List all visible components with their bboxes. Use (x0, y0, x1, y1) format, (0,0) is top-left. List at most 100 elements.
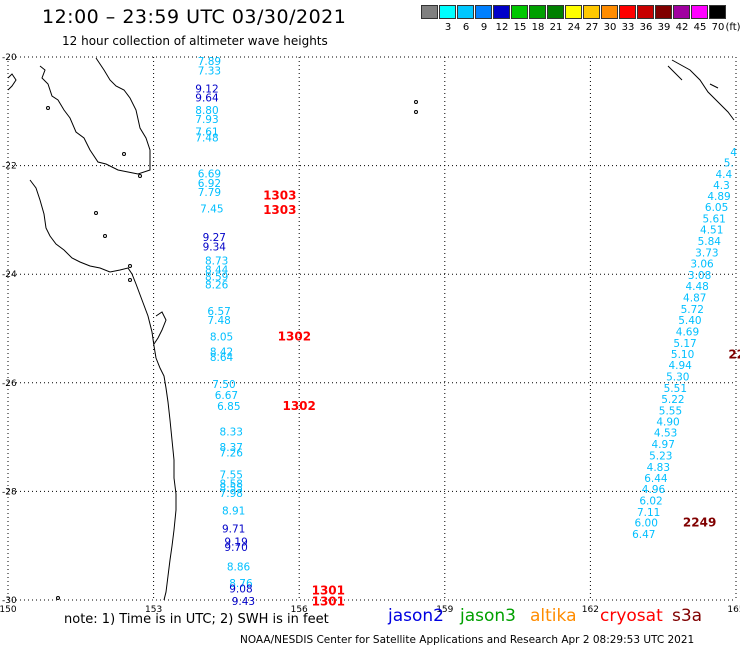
lon-label: 150 (0, 605, 17, 615)
wave-height-label: 5. (724, 158, 734, 170)
scale-tick-label: 18 (531, 22, 545, 33)
scale-swatch (619, 5, 636, 19)
lat-label: -22 (2, 162, 17, 172)
scale-swatch (637, 5, 654, 19)
coastline-segment (153, 311, 167, 345)
scale-swatch (547, 5, 564, 19)
wave-height-label: 9.08 (229, 583, 252, 595)
coastline-segment (671, 59, 735, 121)
wave-height-label: 4.90 (656, 417, 679, 429)
scale-swatch (511, 5, 528, 19)
lat-label: -26 (2, 379, 17, 389)
pass-time-label: 1302 (282, 399, 315, 413)
wave-height-label: 4.83 (647, 462, 670, 474)
coastline-segment (39, 57, 151, 175)
lat-label: -28 (2, 487, 17, 497)
scale-tick-label: 27 (585, 22, 599, 33)
wave-height-label: 7.61 (195, 127, 218, 139)
lon-label: 159 (436, 605, 453, 615)
wave-height-label: 5.72 (681, 304, 704, 316)
lon-label: 156 (291, 605, 308, 615)
wave-height-label: 4.97 (652, 439, 675, 451)
scale-swatch (691, 5, 708, 19)
wave-height-label: 4.4 (716, 169, 733, 181)
wave-height-label: 7.98 (220, 488, 243, 500)
wave-height-label: 5.17 (673, 338, 696, 350)
wave-height-label: 5.51 (664, 383, 687, 395)
wave-height-label: 9.27 (203, 232, 226, 244)
wave-height-label: 6.00 (635, 518, 658, 530)
wave-height-label: 8.42 (210, 347, 233, 359)
satellite-legend-jason3: jason3 (460, 606, 516, 626)
scale-swatch (583, 5, 600, 19)
wave-height-label: 5.84 (698, 236, 722, 248)
scale-swatch (475, 5, 492, 19)
wave-height-label: 9.12 (195, 83, 218, 95)
lon-label: 165 (727, 605, 740, 615)
scale-tick-label: 30 (603, 22, 617, 33)
scale-tick-label: 33 (621, 22, 635, 33)
credit-line: NOAA/NESDIS Center for Satellite Applica… (240, 634, 695, 646)
satellite-legend-cryosat: cryosat (600, 606, 663, 626)
axis-labels: 150 153 156 159 162 165 -20 -22 -24 -26 -28 -30 (0, 53, 740, 615)
scale-swatch (493, 5, 510, 19)
wave-height-label: 5.40 (678, 315, 701, 327)
scale-swatch (709, 5, 726, 19)
wave-height-label: 8.80 (195, 105, 218, 117)
wave-height-label: 9.71 (222, 524, 245, 536)
island (138, 174, 142, 178)
scale-tick-label: 45 (693, 22, 707, 33)
scale-swatch (439, 5, 456, 19)
coastline (7, 57, 735, 601)
wave-height-label: 9.19 (224, 537, 247, 549)
island (128, 278, 132, 282)
island (56, 596, 60, 600)
wave-height-label: 7.50 (212, 379, 235, 391)
wave-height-label: 9.70 (224, 542, 247, 554)
wave-height-label: 5.61 (702, 214, 725, 226)
wave-height-label: 8.86 (227, 562, 251, 574)
island (94, 211, 98, 215)
scale-tick-label: 6 (462, 22, 470, 33)
wave-height-label: 6.47 (632, 529, 655, 541)
satellite-legend-s3a: s3a (672, 606, 703, 626)
scale-tick-label: 21 (549, 22, 563, 33)
lat-label: -30 (2, 596, 17, 606)
island (414, 110, 418, 114)
island (128, 264, 132, 268)
scale-tick-label: 15 (513, 22, 527, 33)
satellite-legend-jason2: jason2 (388, 606, 444, 626)
wave-height-label: 4.96 (642, 484, 666, 496)
wave-height-label: 4.94 (668, 360, 692, 372)
wave-height-label: 6.44 (644, 473, 668, 485)
wave-height-label: 8.33 (220, 426, 243, 438)
wave-height-label: 7.11 (637, 507, 660, 519)
wave-height-label: 7.55 (220, 469, 243, 481)
wave-height-label: 4 (730, 147, 737, 159)
wave-height-label: 6.57 (207, 306, 230, 318)
lat-label: -24 (2, 270, 17, 280)
lat-lon-grid (7, 56, 737, 601)
wave-height-label: 4.53 (654, 428, 677, 440)
coastline-segment (29, 179, 177, 601)
scale-swatch (421, 5, 438, 19)
wave-height-label: 7.93 (195, 114, 218, 126)
wave-height-label: 8.91 (222, 506, 245, 518)
wave-height-label: 7.79 (198, 187, 221, 199)
wave-height-label: 6.69 (198, 169, 221, 181)
wave-height-label: 8.44 (205, 265, 229, 277)
scale-swatch (529, 5, 546, 19)
map-title: 12:00 – 23:59 UTC 03/30/2021 (42, 6, 347, 28)
wave-height-label: 4.69 (676, 327, 699, 339)
scale-tick-label: 9 (480, 22, 488, 33)
wave-height-label: 8.05 (210, 331, 233, 343)
footer-note: note: 1) Time is in UTC; 2) SWH is in fe… (64, 612, 329, 627)
wave-height-label: 8.37 (220, 442, 243, 454)
wave-height-label: 7.89 (198, 56, 221, 68)
wave-height-label: 7.33 (198, 65, 221, 77)
pass-time-label: 1301 (312, 594, 345, 608)
scale-swatch (457, 5, 474, 19)
wave-height-label: 8.64 (210, 352, 234, 364)
scale-tick-label: 24 (567, 22, 581, 33)
wave-height-label: 7.45 (200, 203, 223, 215)
